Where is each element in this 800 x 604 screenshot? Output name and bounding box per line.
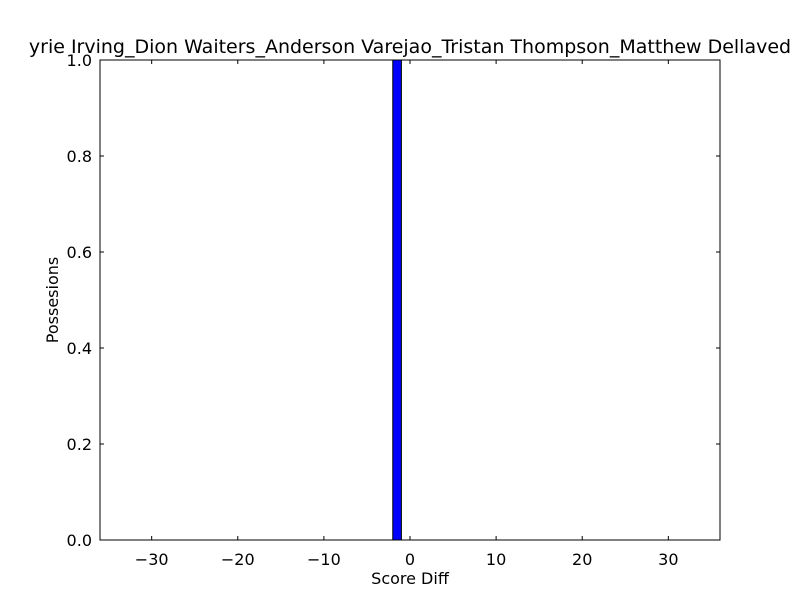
- x-tick-label: 20: [572, 550, 592, 569]
- y-tick-label: 0.6: [67, 243, 92, 262]
- y-tick-label: 1.0: [67, 51, 92, 70]
- x-tick-label: −10: [307, 550, 341, 569]
- labels-layer: −30 −20 −10 0 10 20 30 0.0 0.2 0.4 0.6 0.8 1.0: [67, 51, 679, 569]
- y-tick-label: 0.4: [67, 339, 92, 358]
- y-tick-label: 0.0: [67, 531, 92, 550]
- chart-title: yrie Irving_Dion Waiters_Anderson Vareja…: [29, 36, 791, 58]
- x-tick-label: −20: [221, 550, 255, 569]
- x-tick-label: 10: [486, 550, 506, 569]
- x-tick-label: −30: [135, 550, 169, 569]
- plot-area: [100, 60, 720, 540]
- y-axis-label: Possesions: [43, 257, 62, 343]
- y-tick-label: 0.2: [67, 435, 92, 454]
- x-tick-label: 30: [658, 550, 678, 569]
- x-tick-label: 0: [405, 550, 415, 569]
- plot-border: [99, 59, 721, 541]
- bar-0: [392, 59, 402, 541]
- y-tick-label: 0.8: [67, 147, 92, 166]
- x-axis-label: Score Diff: [371, 569, 450, 588]
